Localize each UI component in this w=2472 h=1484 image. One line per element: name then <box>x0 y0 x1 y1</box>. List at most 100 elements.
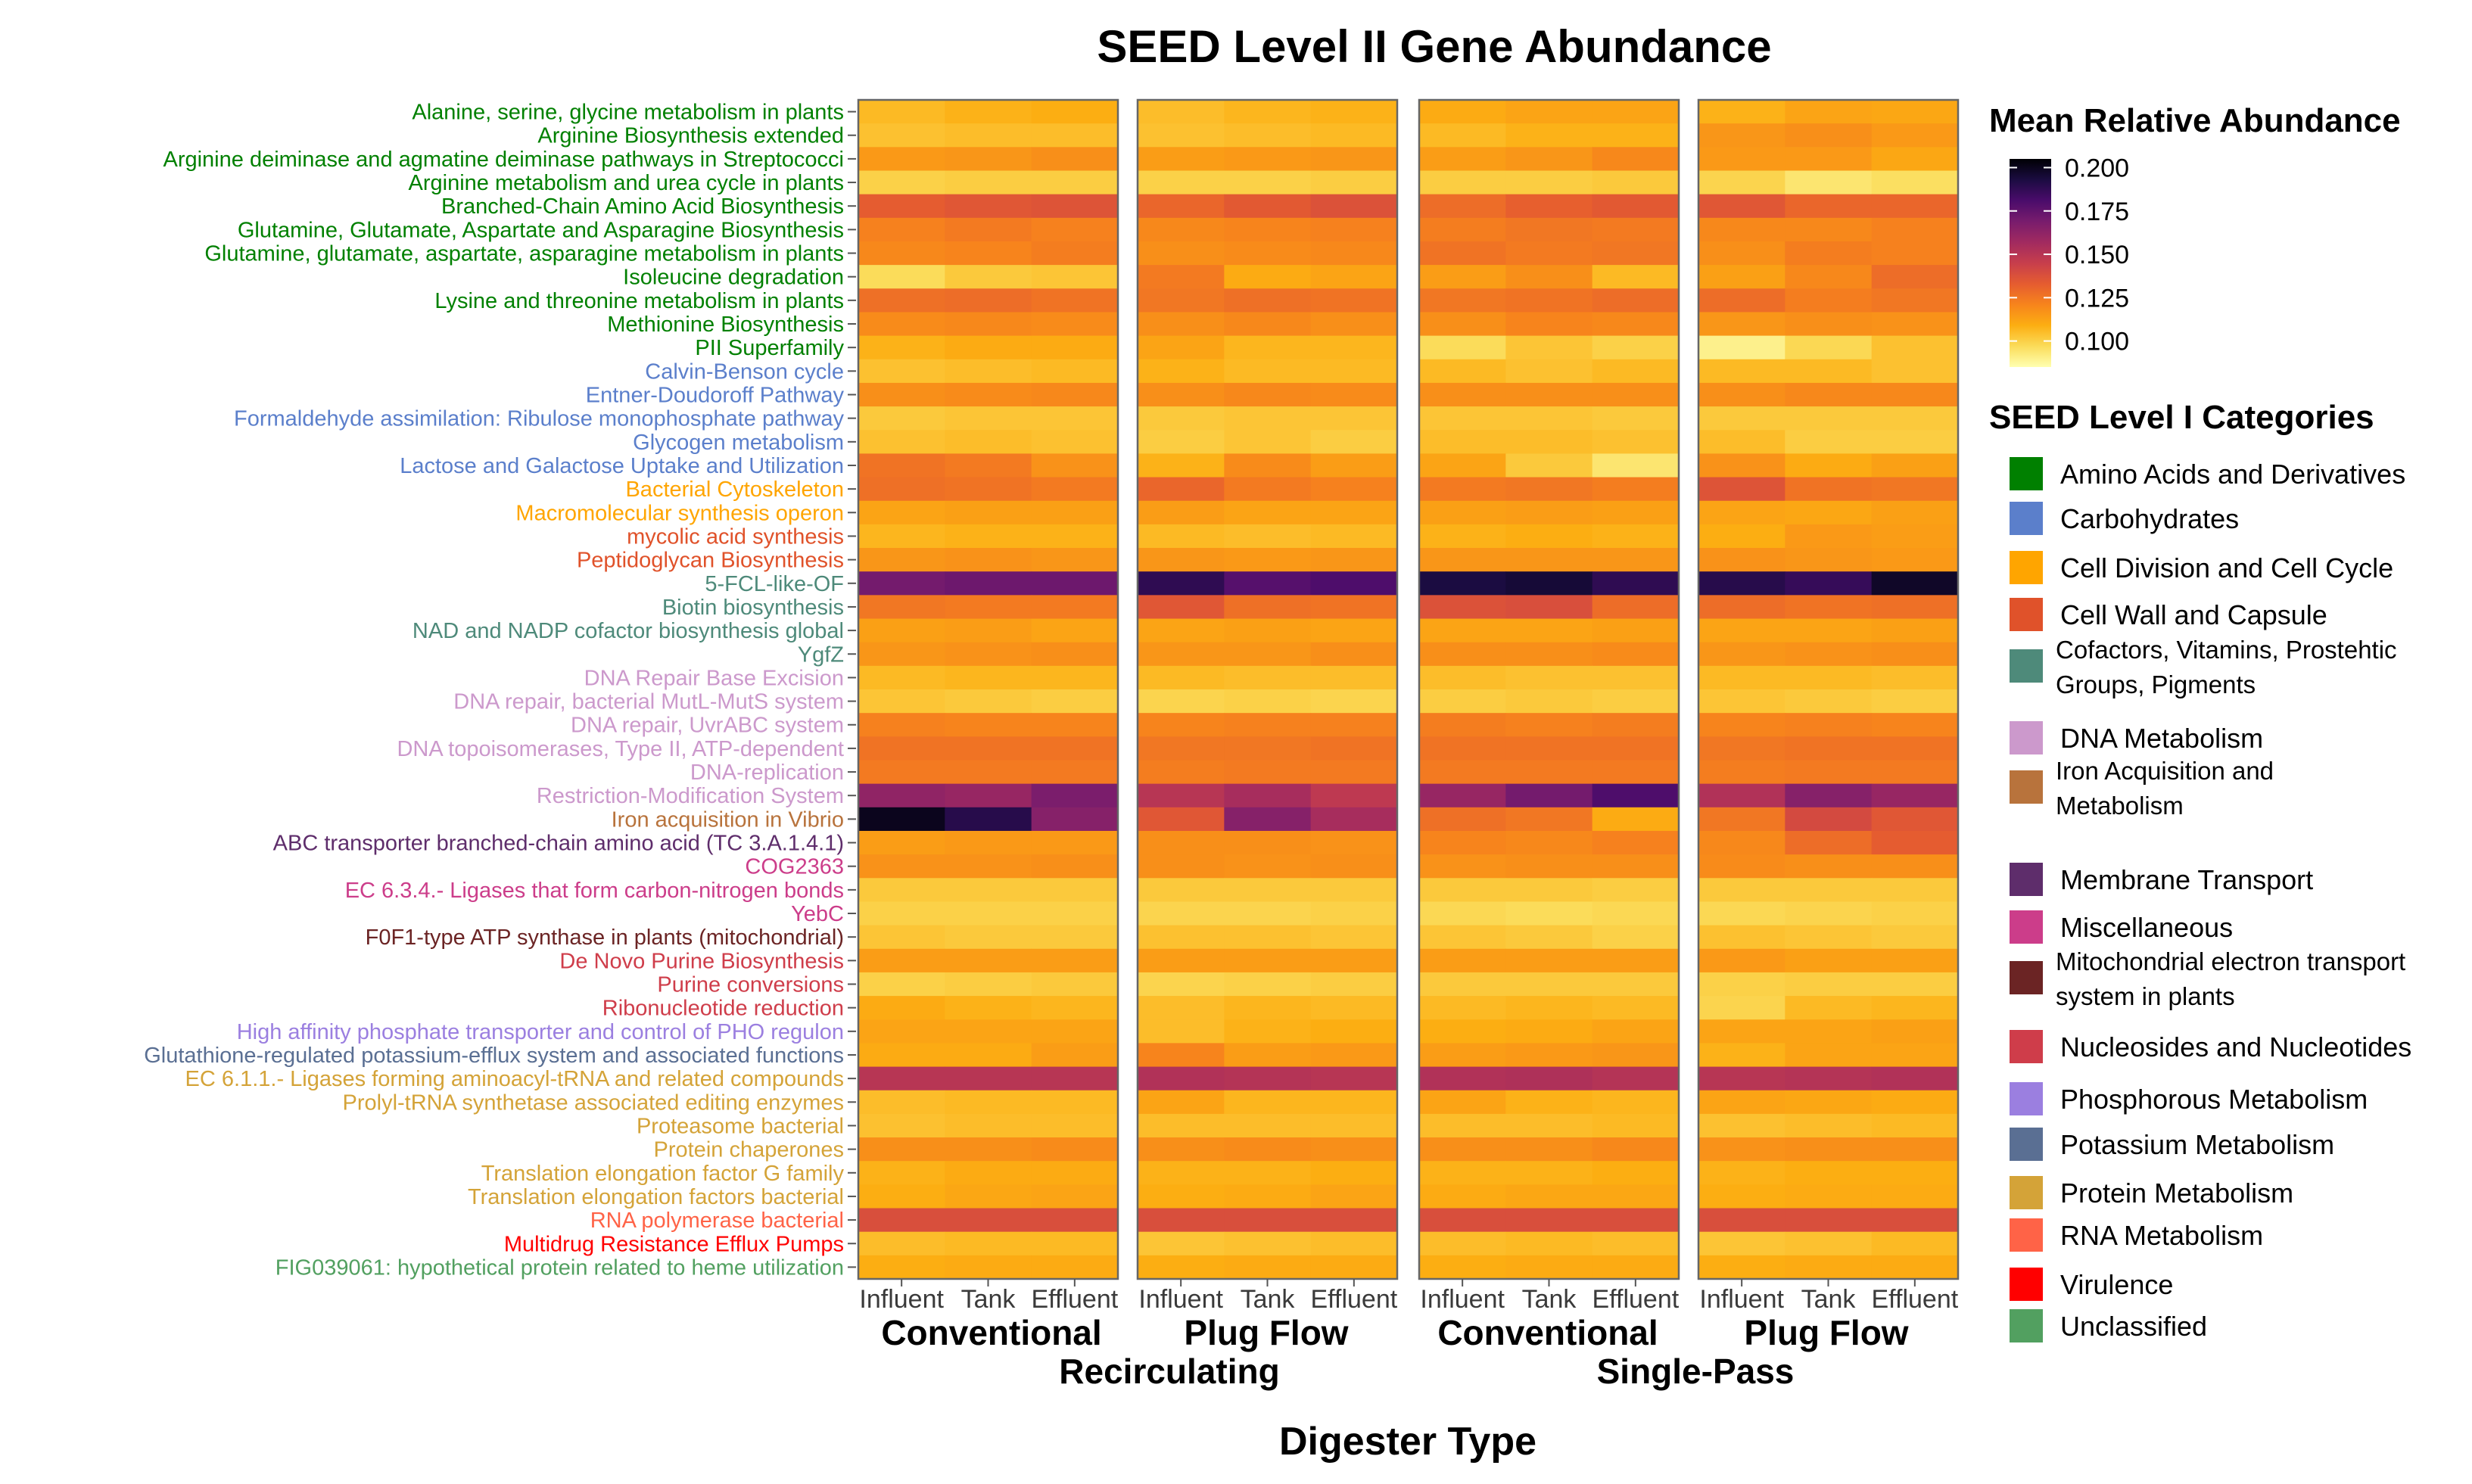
legend-swatch <box>2010 721 2043 754</box>
heatmap-cell <box>1031 996 1119 1020</box>
heatmap-cell <box>1310 618 1398 643</box>
heatmap-cell <box>858 1113 945 1138</box>
legend-swatch <box>2010 457 2043 490</box>
legend-label: Amino Acids and Derivatives <box>2060 459 2405 490</box>
heatmap-cell <box>1138 1161 1225 1185</box>
heatmap-cell <box>1592 1090 1680 1115</box>
heatmap-cell <box>1310 665 1398 690</box>
legend-label: RNA Metabolism <box>2060 1220 2263 1251</box>
heatmap-cell <box>858 783 945 808</box>
heatmap-cell <box>858 430 945 454</box>
heatmap-cell <box>1592 430 1680 454</box>
heatmap-cell <box>1138 972 1225 997</box>
heatmap-cell <box>945 736 1032 761</box>
heatmap-cell <box>1698 359 1786 384</box>
heatmap-cell <box>1224 265 1312 289</box>
heatmap-cell <box>1871 713 1959 737</box>
heatmap-cell <box>1419 901 1506 926</box>
heatmap-cell <box>1785 1161 1873 1185</box>
heatmap-cell <box>1138 194 1225 219</box>
heatmap-cell <box>1224 524 1312 549</box>
heatmap-cell <box>1031 217 1119 242</box>
heatmap-cell <box>1031 1255 1119 1280</box>
heatmap-cell <box>1224 1113 1312 1138</box>
heatmap-cell <box>1310 925 1398 950</box>
heatmap-cell <box>1419 1231 1506 1256</box>
category-legend-item: Phosphorous Metabolism <box>2010 1082 2368 1115</box>
heatmap-cell <box>945 807 1032 832</box>
heatmap-cell <box>945 194 1032 219</box>
heatmap-cell <box>1224 359 1312 384</box>
heatmap-cell <box>1785 925 1873 950</box>
heatmap-cell <box>1785 878 1873 903</box>
legend-label: Cofactors, Vitamins, Prostehtic Groups, P… <box>2056 636 2397 698</box>
heatmap-cell <box>858 618 945 643</box>
heatmap-cell <box>858 689 945 714</box>
category-legend-item: Virulence <box>2010 1268 2173 1301</box>
heatmap-cell <box>1419 1113 1506 1138</box>
heatmap-cell <box>1031 595 1119 620</box>
heatmap-cell <box>858 217 945 242</box>
heatmap-cell <box>1785 972 1873 997</box>
heatmap-cell <box>1698 642 1786 667</box>
category-legend-item: Mitochondrial electron transport system i… <box>2010 947 2405 1010</box>
heatmap-cell <box>945 783 1032 808</box>
heatmap-cell <box>1505 1043 1593 1068</box>
heatmap-cell <box>1031 1208 1119 1233</box>
heatmap-cell <box>1698 241 1786 266</box>
heatmap-cell <box>1871 241 1959 266</box>
heatmap-cell <box>1031 854 1119 879</box>
category-legend-item: Cell Division and Cell Cycle <box>2010 551 2393 584</box>
heatmap-cell <box>1138 1231 1225 1256</box>
heatmap-cell <box>1592 1043 1680 1068</box>
heatmap-cell <box>1785 217 1873 242</box>
heatmap-cell <box>1031 665 1119 690</box>
heatmap-cell <box>1419 1255 1506 1280</box>
heatmap-cell <box>1698 1184 1786 1209</box>
heatmap-cell <box>1031 430 1119 454</box>
row-label: Arginine metabolism and urea cycle in pl… <box>409 171 844 195</box>
heatmap-cell <box>1031 1019 1119 1044</box>
category-legend-title: SEED Level I Categories <box>1989 399 2374 436</box>
heatmap-cell <box>1224 1137 1312 1162</box>
heatmap-cell <box>945 1137 1032 1162</box>
heatmap-cell <box>1505 524 1593 549</box>
heatmap-cell <box>1224 453 1312 478</box>
column-label: Influent <box>1138 1285 1223 1314</box>
heatmap-cell <box>1310 406 1398 431</box>
heatmap-cell <box>1871 288 1959 313</box>
heatmap-cell <box>1698 335 1786 360</box>
heatmap-cell <box>1785 948 1873 973</box>
heatmap-cell <box>1224 312 1312 337</box>
heatmap-cell <box>1592 1019 1680 1044</box>
heatmap-cell <box>945 100 1032 124</box>
heatmap-cell <box>1505 312 1593 337</box>
heatmap-cell <box>1698 406 1786 431</box>
heatmap-cell <box>1785 1255 1873 1280</box>
heatmap-cell <box>1031 1043 1119 1068</box>
heatmap-cell <box>1138 477 1225 502</box>
heatmap-cell <box>1419 972 1506 997</box>
heatmap-cell <box>1138 548 1225 572</box>
heatmap-cell <box>1031 807 1119 832</box>
heatmap-cell <box>1224 147 1312 172</box>
heatmap-cell <box>858 830 945 855</box>
heatmap-cell <box>1785 760 1873 785</box>
heatmap-cell <box>1138 430 1225 454</box>
heatmap-cell <box>1871 147 1959 172</box>
heatmap-cell <box>858 335 945 360</box>
heatmap-cell <box>1138 807 1225 832</box>
heatmap-cell <box>1871 1113 1959 1138</box>
heatmap-cell <box>1698 1019 1786 1044</box>
heatmap-cell <box>1505 736 1593 761</box>
heatmap-cell <box>1505 783 1593 808</box>
heatmap-cell <box>1871 100 1959 124</box>
heatmap-cell <box>1785 382 1873 407</box>
heatmap-cell <box>1310 736 1398 761</box>
heatmap-cell <box>1224 972 1312 997</box>
row-label: Glutamine, glutamate, aspartate, asparag… <box>204 242 844 266</box>
heatmap-cell <box>1505 100 1593 124</box>
heatmap-cell <box>1505 1161 1593 1185</box>
heatmap-cell <box>1698 500 1786 525</box>
heatmap-cell <box>1505 830 1593 855</box>
